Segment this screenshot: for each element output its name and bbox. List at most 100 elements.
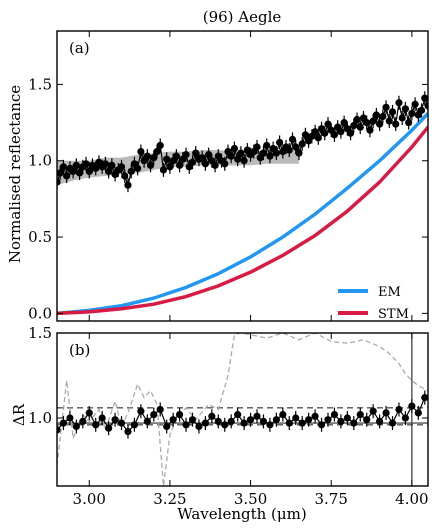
data-point bbox=[266, 421, 274, 429]
data-point bbox=[421, 394, 428, 402]
data-point bbox=[366, 126, 374, 134]
data-point bbox=[221, 160, 229, 168]
data-point bbox=[298, 419, 306, 427]
data-point bbox=[146, 161, 155, 169]
y-tick-label: 1.5 bbox=[28, 75, 52, 93]
data-point bbox=[292, 143, 300, 151]
data-point bbox=[337, 417, 345, 425]
data-point bbox=[172, 152, 180, 160]
data-point bbox=[134, 164, 142, 172]
data-point bbox=[372, 111, 380, 119]
y-tick-label: 1.5 bbox=[28, 324, 52, 342]
data-point bbox=[72, 161, 80, 169]
data-point bbox=[298, 140, 306, 148]
panel-frame bbox=[56, 332, 429, 487]
plot-area bbox=[57, 91, 428, 316]
data-point bbox=[272, 416, 280, 424]
data-point bbox=[301, 131, 310, 139]
data-point bbox=[163, 155, 171, 163]
y-tick-label: 0.5 bbox=[28, 228, 52, 246]
data-point bbox=[237, 149, 245, 157]
data-point bbox=[369, 117, 377, 125]
data-point bbox=[321, 129, 329, 137]
data-point bbox=[127, 167, 135, 176]
data-point bbox=[92, 421, 100, 429]
data-point bbox=[408, 402, 416, 410]
y-tick-label: 1.0 bbox=[28, 409, 52, 427]
chart-title: (96) Aegle bbox=[203, 8, 282, 26]
data-point bbox=[230, 144, 239, 153]
data-point bbox=[59, 163, 68, 171]
data-point bbox=[137, 407, 145, 415]
panel-b-y-axis-label: ΔR bbox=[10, 403, 28, 426]
data-point bbox=[363, 416, 371, 424]
data-point bbox=[401, 414, 410, 422]
data-point bbox=[79, 417, 87, 425]
data-point bbox=[234, 155, 242, 163]
data-point bbox=[130, 421, 139, 429]
data-point bbox=[363, 118, 371, 127]
data-point bbox=[340, 118, 348, 127]
data-point bbox=[166, 163, 174, 171]
data-point bbox=[72, 422, 80, 431]
x-tick-label: 4.00 bbox=[395, 490, 428, 508]
data-point bbox=[156, 141, 164, 150]
data-point bbox=[117, 163, 126, 171]
data-point bbox=[69, 167, 77, 176]
data-point bbox=[421, 94, 428, 102]
data-point bbox=[143, 417, 151, 425]
data-point bbox=[292, 414, 300, 422]
data-point bbox=[314, 134, 322, 142]
data-point bbox=[263, 141, 271, 150]
data-point bbox=[169, 416, 177, 424]
data-point bbox=[330, 131, 339, 139]
data-point bbox=[227, 417, 235, 425]
data-point bbox=[259, 149, 268, 157]
data-point bbox=[59, 419, 68, 427]
y-tick-label: 0.0 bbox=[28, 304, 52, 322]
data-point bbox=[382, 103, 390, 111]
data-point bbox=[382, 409, 390, 417]
data-point bbox=[324, 120, 332, 128]
data-point bbox=[369, 407, 377, 415]
data-point bbox=[240, 157, 248, 165]
data-point bbox=[188, 416, 197, 424]
data-point bbox=[124, 181, 132, 189]
legend-label-STM: STM bbox=[378, 307, 409, 322]
data-point bbox=[175, 411, 184, 419]
data-point bbox=[253, 412, 261, 420]
data-point bbox=[205, 151, 213, 159]
data-point bbox=[276, 138, 284, 147]
panel-label: (a) bbox=[69, 39, 90, 57]
data-point bbox=[75, 169, 84, 177]
data-point bbox=[272, 149, 280, 157]
data-point bbox=[279, 411, 287, 419]
data-point bbox=[324, 416, 332, 424]
data-point bbox=[63, 172, 71, 180]
data-point bbox=[221, 421, 229, 429]
data-point bbox=[285, 419, 293, 427]
data-point bbox=[285, 146, 293, 154]
panel-label: (b) bbox=[69, 341, 90, 359]
data-point bbox=[121, 172, 129, 180]
series-EM-line bbox=[57, 112, 428, 316]
x-tick-label: 3.00 bbox=[73, 490, 106, 508]
data-point bbox=[266, 152, 274, 160]
data-point bbox=[388, 108, 397, 116]
data-point bbox=[253, 143, 261, 151]
data-point bbox=[405, 118, 413, 127]
data-point bbox=[350, 122, 358, 130]
data-point bbox=[414, 409, 422, 417]
data-point bbox=[57, 426, 61, 434]
y-tick-label: 1.0 bbox=[28, 152, 52, 170]
data-point bbox=[388, 419, 397, 427]
panel-b: 3.00 3.25 3.50 3.75 4.00 1.0 1.5 (b) bbox=[28, 324, 429, 508]
data-point bbox=[356, 123, 364, 131]
data-point bbox=[240, 419, 248, 427]
legend-label-EM: EM bbox=[378, 285, 401, 300]
data-point bbox=[311, 128, 319, 136]
data-point bbox=[195, 422, 203, 431]
data-point bbox=[66, 414, 74, 422]
data-point bbox=[201, 419, 209, 427]
data-point bbox=[201, 160, 209, 168]
